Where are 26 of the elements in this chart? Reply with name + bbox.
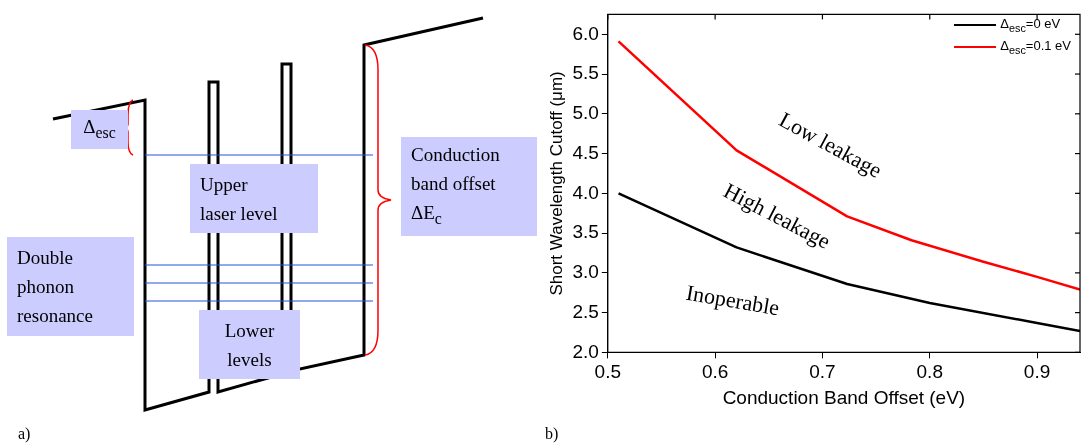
y-tick-label: 5.5 [572,62,599,84]
text: Double phonon resonance [17,246,93,328]
y-tick-label: 2.5 [572,300,599,322]
text: Δ$_{esc}$ [83,115,116,143]
y-tick-label: 2.0 [572,340,599,362]
text: a) [18,425,31,443]
x-axis-title: Conduction Band Offset (eV) [722,386,966,408]
y-tick-label: 3.0 [572,261,599,283]
x-tick-label: 0.8 [916,361,943,383]
text: Conduction band offset ΔE$_{c}$ [411,143,500,229]
y-tick-label: 4.0 [572,181,599,203]
y-tick-label: 4.5 [572,141,599,163]
text: b) [545,425,559,443]
text: Lower levels [224,318,275,372]
x-tick-label: 0.7 [809,361,836,383]
x-tick-label: 0.9 [1023,361,1051,383]
legend-label: Δ$_{esc}$=0 eV [1000,16,1061,34]
legend-label: Δ$_{esc}$=0.1 eV [1000,38,1071,56]
x-tick-label: 0.5 [594,361,622,383]
text: Upper laser level [200,172,278,226]
annotation: Inoperable [684,279,782,321]
x-tick-label: 0.6 [701,361,729,383]
y-tick-label: 6.0 [572,22,599,44]
y-tick-label: 5.0 [572,102,599,124]
y-tick-label: 3.5 [572,221,599,243]
y-axis-title: Short Wavelength Cutoff (μm) [546,71,566,296]
